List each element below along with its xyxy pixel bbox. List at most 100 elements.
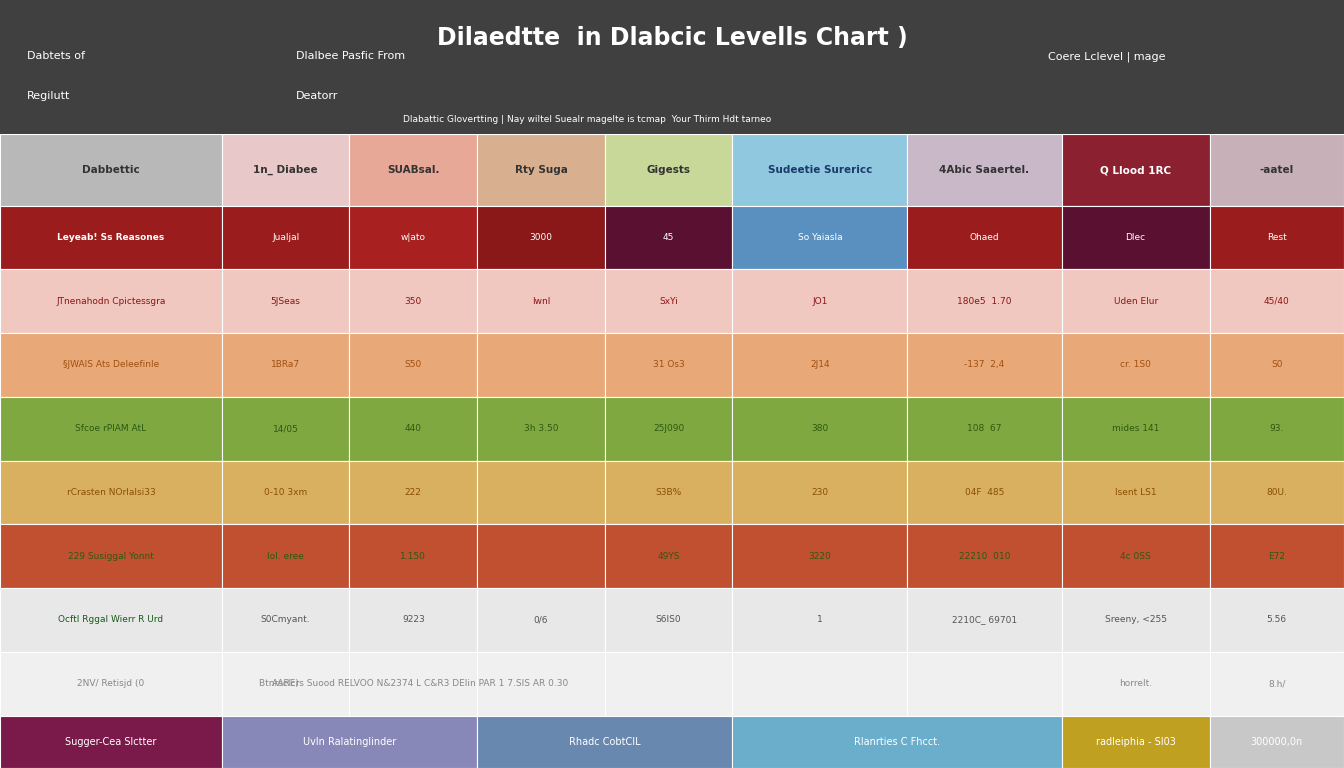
Text: 8.h/: 8.h/ <box>1269 679 1285 688</box>
Text: Uvln Ralatinglinder: Uvln Ralatinglinder <box>302 737 396 746</box>
Bar <box>1062 397 1210 461</box>
Text: 80U.: 80U. <box>1266 488 1288 497</box>
Bar <box>0 652 222 716</box>
Bar <box>907 206 1062 270</box>
Text: S0Cmyant.: S0Cmyant. <box>261 615 310 624</box>
Bar <box>1210 588 1344 652</box>
Text: Sugger-Cea Slctter: Sugger-Cea Slctter <box>66 737 156 746</box>
Text: Dlabattic Glovertting | Nay wiltel Suealr magelte is tcmap  Your Thirm Hdt tarne: Dlabattic Glovertting | Nay wiltel Sueal… <box>403 114 771 124</box>
Bar <box>732 333 907 397</box>
Text: 3000: 3000 <box>530 233 552 242</box>
Bar <box>222 333 349 397</box>
Text: E72: E72 <box>1269 551 1285 561</box>
Text: 5.56: 5.56 <box>1267 615 1286 624</box>
Bar <box>477 134 605 206</box>
Text: horrelt.: horrelt. <box>1120 679 1152 688</box>
Bar <box>477 525 605 588</box>
Text: 2J14: 2J14 <box>810 360 829 369</box>
Text: Rlanrties C Fhcct.: Rlanrties C Fhcct. <box>853 737 941 746</box>
Text: SUABsal.: SUABsal. <box>387 165 439 175</box>
Text: 93.: 93. <box>1270 424 1284 433</box>
Bar <box>605 134 732 206</box>
Bar <box>0 525 222 588</box>
Bar <box>732 134 907 206</box>
Bar <box>1062 134 1210 206</box>
Bar <box>222 134 349 206</box>
Text: 230: 230 <box>812 488 828 497</box>
Text: 31 Os3: 31 Os3 <box>653 360 684 369</box>
Bar <box>222 270 349 333</box>
Text: JTnenahodn Cpictessgra: JTnenahodn Cpictessgra <box>56 296 165 306</box>
Text: Sreeny, <255: Sreeny, <255 <box>1105 615 1167 624</box>
Bar <box>477 270 605 333</box>
Bar <box>0 716 222 768</box>
Text: 2210C_ 69701: 2210C_ 69701 <box>952 615 1017 624</box>
Text: w|ato: w|ato <box>401 233 426 242</box>
Bar <box>222 652 349 716</box>
Bar <box>349 652 477 716</box>
Bar <box>605 588 732 652</box>
Text: cr. 1S0: cr. 1S0 <box>1121 360 1150 369</box>
Text: 1n_ Diabee: 1n_ Diabee <box>253 165 319 175</box>
Text: Gigests: Gigests <box>646 165 691 175</box>
Bar <box>349 333 477 397</box>
Bar <box>907 270 1062 333</box>
Bar <box>222 397 349 461</box>
Bar <box>477 716 732 768</box>
Bar <box>1062 716 1210 768</box>
Bar <box>1062 206 1210 270</box>
Text: AARE): AARE) <box>271 679 300 688</box>
Bar <box>1210 333 1344 397</box>
Bar <box>1062 588 1210 652</box>
Text: Coere Lclevel | mage: Coere Lclevel | mage <box>1048 51 1165 61</box>
Text: mides 141: mides 141 <box>1111 424 1160 433</box>
Bar <box>1210 397 1344 461</box>
Bar <box>605 270 732 333</box>
Text: rCrasten NOrlalsi33: rCrasten NOrlalsi33 <box>66 488 156 497</box>
Text: 14/05: 14/05 <box>273 424 298 433</box>
Bar <box>907 525 1062 588</box>
Bar <box>0 588 222 652</box>
Bar <box>349 461 477 525</box>
Text: Dlalbee Pasfic From: Dlalbee Pasfic From <box>296 51 405 61</box>
Text: -137  2,4: -137 2,4 <box>965 360 1004 369</box>
Bar <box>732 525 907 588</box>
Text: 222: 222 <box>405 488 422 497</box>
Text: 3220: 3220 <box>809 551 831 561</box>
Bar <box>732 652 907 716</box>
Text: lol. eree: lol. eree <box>267 551 304 561</box>
Text: Sudeetie Surericc: Sudeetie Surericc <box>767 165 872 175</box>
Bar <box>477 461 605 525</box>
Bar <box>349 588 477 652</box>
Text: 4c 0SS: 4c 0SS <box>1121 551 1150 561</box>
Bar <box>605 652 732 716</box>
Bar <box>732 270 907 333</box>
Text: 300000,0n: 300000,0n <box>1251 737 1302 746</box>
Bar <box>907 134 1062 206</box>
Text: 108  67: 108 67 <box>968 424 1001 433</box>
Text: 5JSeas: 5JSeas <box>270 296 301 306</box>
Text: 9223: 9223 <box>402 615 425 624</box>
Text: Rhadc CobtCIL: Rhadc CobtCIL <box>569 737 641 746</box>
Bar <box>349 525 477 588</box>
Bar <box>907 333 1062 397</box>
Text: JO1: JO1 <box>812 296 828 306</box>
Bar <box>605 461 732 525</box>
Text: S3B%: S3B% <box>656 488 681 497</box>
Bar <box>1062 333 1210 397</box>
Bar <box>477 206 605 270</box>
Text: 350: 350 <box>405 296 422 306</box>
Bar <box>1210 206 1344 270</box>
Text: 45/40: 45/40 <box>1263 296 1290 306</box>
Bar <box>605 525 732 588</box>
Bar <box>1210 716 1344 768</box>
Bar <box>349 270 477 333</box>
Bar <box>1062 652 1210 716</box>
Text: 1BRa7: 1BRa7 <box>271 360 300 369</box>
Text: Q Llood 1RC: Q Llood 1RC <box>1101 165 1171 175</box>
Text: So Yaiasla: So Yaiasla <box>797 233 843 242</box>
Bar <box>0 206 222 270</box>
Text: Regilutt: Regilutt <box>27 91 70 101</box>
Bar <box>0 397 222 461</box>
Bar <box>477 333 605 397</box>
